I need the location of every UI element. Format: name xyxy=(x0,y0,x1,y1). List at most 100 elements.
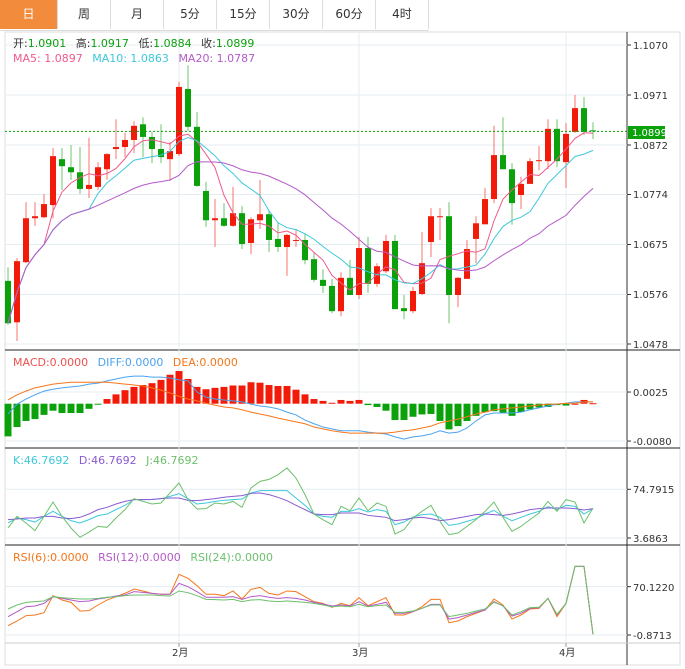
candle-body xyxy=(473,223,479,239)
macd-bar xyxy=(121,390,129,404)
macd-bar xyxy=(445,403,453,430)
candle-body xyxy=(221,218,227,226)
candle-body xyxy=(410,290,416,312)
macd-bar xyxy=(418,403,426,415)
macd-tick: -0.0080 xyxy=(633,437,672,448)
grid-lines xyxy=(5,32,631,647)
macd-bar xyxy=(76,403,84,414)
tab-week[interactable]: 周 xyxy=(58,0,111,29)
candle-body xyxy=(23,218,29,263)
candle-body xyxy=(239,213,245,244)
price-tick: 1.0478 xyxy=(633,340,668,351)
macd-legend: MACD:0.0000 DIFF:0.0000 DEA:0.0000 xyxy=(13,356,238,369)
tab-60min[interactable]: 60分 xyxy=(323,0,376,29)
macd-bar xyxy=(85,403,93,409)
candle-body xyxy=(86,184,92,189)
candle-body xyxy=(257,214,263,221)
macd-bar xyxy=(544,403,552,407)
tab-month[interactable]: 月 xyxy=(111,0,164,29)
diff-value: DIFF:0.0000 xyxy=(98,356,164,369)
month-label: 2月 xyxy=(172,647,188,659)
macd-bar xyxy=(166,374,174,404)
macd-bar xyxy=(508,403,516,416)
macd-bar xyxy=(364,403,372,406)
kdj-legend: K:46.7692 D:46.7692 J:46.7692 xyxy=(13,454,199,467)
candle-body xyxy=(563,133,569,163)
candle-body xyxy=(311,259,317,280)
candle-body xyxy=(464,249,470,279)
macd-bar xyxy=(49,403,57,411)
candle-body xyxy=(104,154,110,170)
dea-value: DEA:0.0000 xyxy=(173,356,238,369)
macd-bar xyxy=(58,403,66,414)
ma20-legend: MA20: 1.0787 xyxy=(178,52,255,65)
macd-bar xyxy=(238,385,246,404)
candle-body xyxy=(401,308,407,312)
macd-bar xyxy=(193,386,201,404)
candle-body xyxy=(491,155,497,200)
candle-body xyxy=(455,277,461,296)
month-label: 4月 xyxy=(559,647,575,659)
tab-30min[interactable]: 30分 xyxy=(270,0,323,29)
k-value: K:46.7692 xyxy=(13,454,69,467)
tab-day[interactable]: 日 xyxy=(0,0,58,29)
j-value: J:46.7692 xyxy=(145,454,198,467)
macd-bar xyxy=(292,389,300,404)
price-tick: 1.1070 xyxy=(633,41,668,52)
macd-bar xyxy=(328,402,336,404)
low-label: 低: xyxy=(138,37,153,50)
ma20-line xyxy=(7,161,594,324)
macd-bar xyxy=(274,385,282,404)
open-value: 1.0901 xyxy=(28,37,67,50)
ma5-line xyxy=(7,132,594,324)
candlestick-panel xyxy=(5,65,627,341)
macd-bar xyxy=(211,387,219,404)
macd-bar xyxy=(139,385,147,404)
macd-bar xyxy=(184,378,192,404)
macd-bar xyxy=(472,403,480,416)
candle-body xyxy=(32,216,38,219)
candle-body xyxy=(365,248,371,284)
macd-bar xyxy=(220,386,228,404)
macd-bar xyxy=(175,371,183,404)
rsi-panel xyxy=(7,565,594,635)
candle-body xyxy=(518,183,524,196)
macd-tick: 0.0025 xyxy=(633,388,668,399)
macd-bar xyxy=(112,394,120,404)
rsi-tick: -0.8713 xyxy=(633,631,672,642)
macd-bar xyxy=(148,383,156,404)
low-value: 1.0884 xyxy=(153,37,192,50)
tab-5min[interactable]: 5分 xyxy=(164,0,217,29)
j-line xyxy=(7,467,594,538)
candle-body xyxy=(212,218,218,221)
kdj-tick: 3.6863 xyxy=(633,534,668,545)
candle-body xyxy=(356,248,362,296)
k-line xyxy=(7,490,594,526)
high-value: 1.0917 xyxy=(90,37,129,50)
candle-body xyxy=(554,128,560,162)
macd-bar xyxy=(427,403,435,414)
candle-body xyxy=(5,280,11,324)
macd-bar xyxy=(517,403,525,413)
macd-panel xyxy=(4,371,597,440)
chart-frame xyxy=(4,31,681,666)
macd-bar xyxy=(391,403,399,421)
rsi12-value: RSI(12):0.0000 xyxy=(98,551,181,564)
d-value: D:46.7692 xyxy=(79,454,137,467)
diff-line xyxy=(7,375,593,440)
candle-body xyxy=(158,149,164,158)
tab-4hour[interactable]: 4时 xyxy=(376,0,429,29)
candle-body xyxy=(284,234,290,248)
candle-body xyxy=(509,169,515,204)
d-line xyxy=(7,492,594,522)
candle-body xyxy=(590,130,596,132)
tab-15min[interactable]: 15分 xyxy=(217,0,270,29)
macd-bar xyxy=(562,403,570,406)
macd-bar xyxy=(454,403,462,427)
macd-bar xyxy=(283,385,291,404)
candle-body xyxy=(194,126,200,186)
kdj-panel xyxy=(7,467,594,538)
rsi12-line xyxy=(7,565,594,635)
candle-body xyxy=(203,190,209,221)
